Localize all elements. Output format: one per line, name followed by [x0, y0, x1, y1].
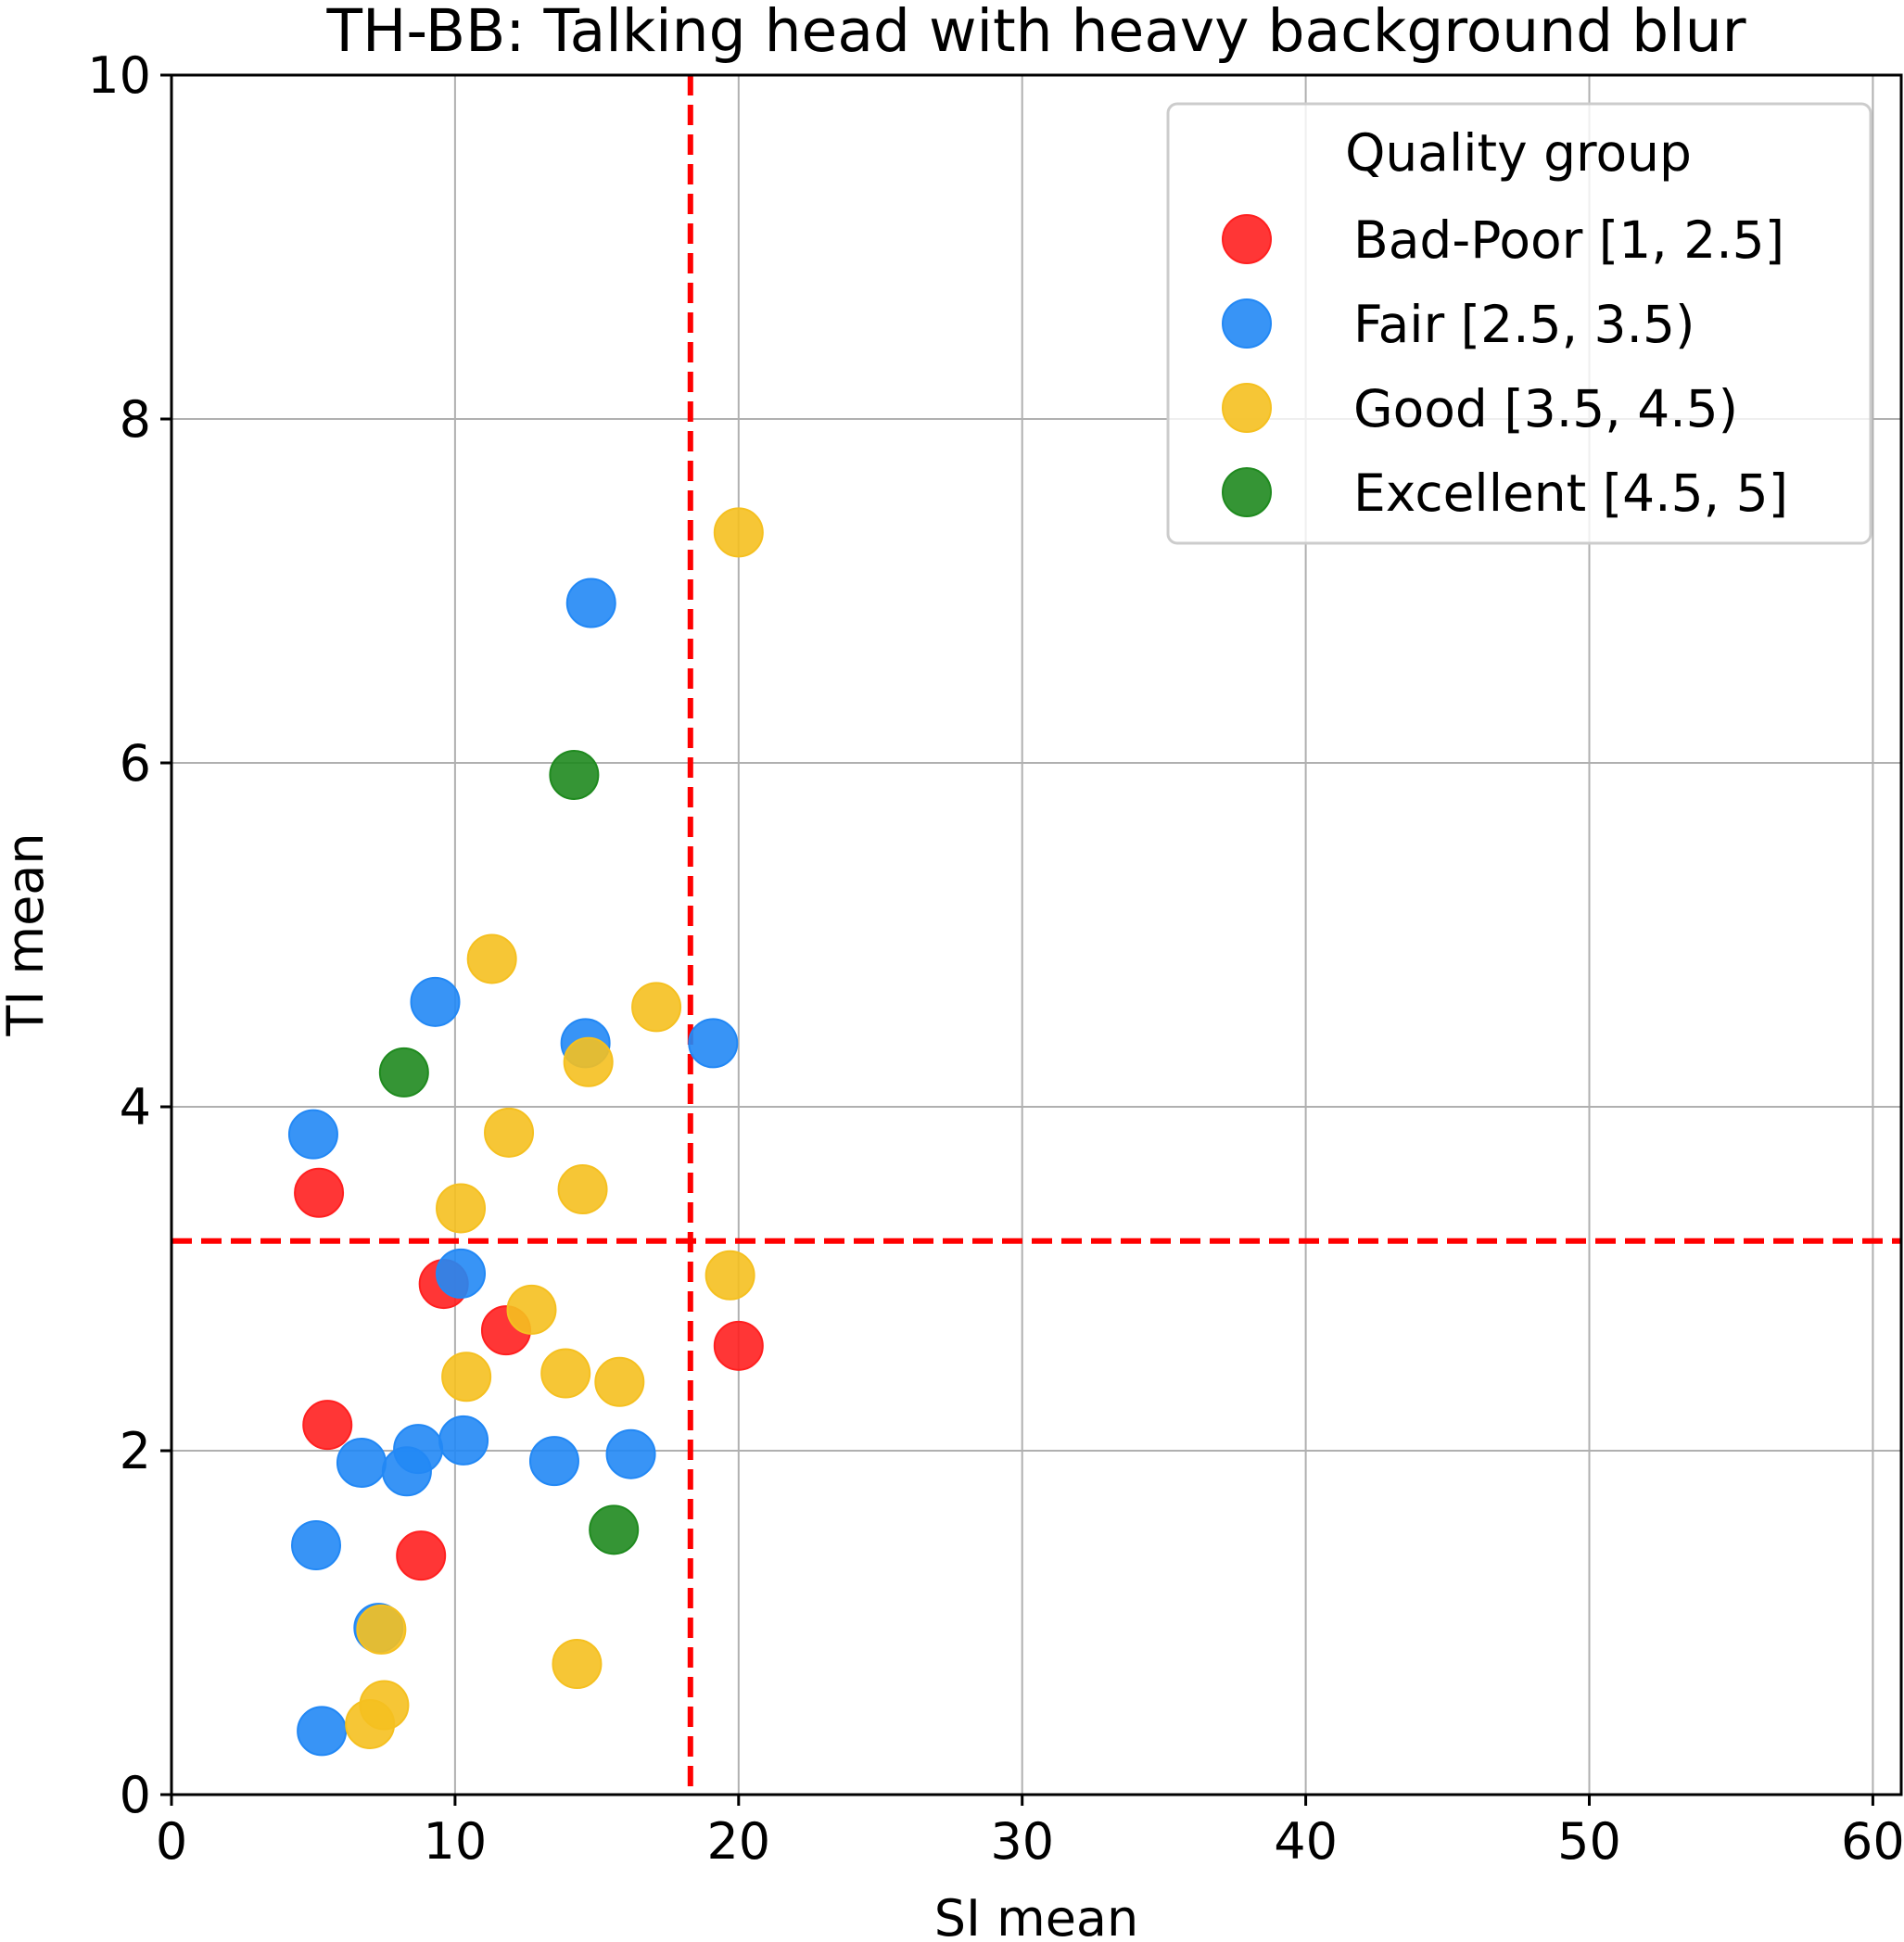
data-point	[631, 982, 682, 1033]
legend-label: Fair [2.5, 3.5)	[1353, 295, 1695, 354]
legend-label: Excellent [4.5, 5]	[1353, 463, 1788, 523]
legend-title: Quality group	[1345, 123, 1692, 183]
data-point	[410, 976, 461, 1027]
x-tick-label: 60	[1841, 1812, 1904, 1871]
data-point	[549, 749, 600, 800]
threshold-lines	[171, 75, 1901, 1795]
data-point	[540, 1348, 591, 1399]
data-point	[345, 1698, 396, 1749]
data-points	[287, 507, 764, 1757]
y-tick-label: 2	[120, 1422, 151, 1480]
legend-marker	[1222, 214, 1272, 264]
data-point	[713, 507, 764, 558]
data-point	[563, 1036, 614, 1087]
y-tick-label: 4	[120, 1078, 151, 1136]
y-tick-label: 8	[120, 390, 151, 449]
legend-marker	[1222, 298, 1272, 349]
legend-label: Bad-Poor [1, 2.5]	[1353, 210, 1784, 270]
plot-frame	[170, 73, 1903, 1796]
data-point	[336, 1437, 387, 1488]
data-point	[438, 1415, 489, 1466]
data-point	[506, 1284, 557, 1335]
y-tick-label: 0	[120, 1766, 151, 1824]
legend-label: Good [3.5, 4.5)	[1353, 379, 1738, 438]
y-tick-label: 10	[87, 46, 151, 105]
chart-title: TH-BB: Talking head with heavy backgroun…	[326, 0, 1746, 65]
data-point	[466, 933, 517, 984]
data-point	[287, 1109, 338, 1160]
data-point	[294, 1167, 345, 1218]
data-point	[356, 1604, 407, 1655]
data-point	[378, 1047, 429, 1098]
data-point	[528, 1436, 579, 1487]
data-point	[441, 1352, 492, 1403]
data-point	[605, 1428, 656, 1479]
legend: Quality group Bad-Poor [1, 2.5] Fair [2.5…	[1166, 102, 1872, 545]
data-point	[436, 1183, 487, 1234]
data-point	[557, 1164, 608, 1215]
x-tick-label: 30	[990, 1812, 1054, 1871]
data-point	[381, 1446, 432, 1497]
data-point	[436, 1248, 487, 1299]
y-tick-label: 6	[120, 734, 151, 793]
data-point	[552, 1639, 603, 1690]
data-point	[484, 1107, 535, 1158]
data-point	[302, 1400, 353, 1451]
x-tick-label: 40	[1274, 1812, 1338, 1871]
data-point	[589, 1504, 640, 1555]
legend-marker	[1222, 467, 1272, 517]
legend-items: Bad-Poor [1, 2.5] Fair [2.5, 3.5) Good [3.…	[1222, 210, 1788, 523]
data-point	[688, 1018, 739, 1069]
x-tick-label: 50	[1557, 1812, 1621, 1871]
series-group	[378, 749, 640, 1555]
data-point	[297, 1706, 348, 1757]
data-point	[594, 1356, 645, 1407]
data-point	[565, 578, 616, 628]
x-tick-label: 10	[424, 1812, 488, 1871]
x-axis-label: SI mean	[934, 1889, 1139, 1942]
legend-box	[1166, 102, 1872, 545]
y-axis-label: TI mean	[0, 832, 55, 1036]
data-point	[396, 1530, 447, 1581]
axis-ticks: 0 10 20 30 40 50 60 0 2 4 6 8 10	[87, 46, 1904, 1871]
x-tick-label: 20	[706, 1812, 770, 1871]
legend-marker	[1222, 383, 1272, 433]
data-point	[704, 1250, 755, 1301]
x-tick-label: 0	[156, 1812, 187, 1871]
series-group	[345, 507, 764, 1749]
data-point	[713, 1320, 764, 1371]
data-point	[291, 1520, 342, 1571]
